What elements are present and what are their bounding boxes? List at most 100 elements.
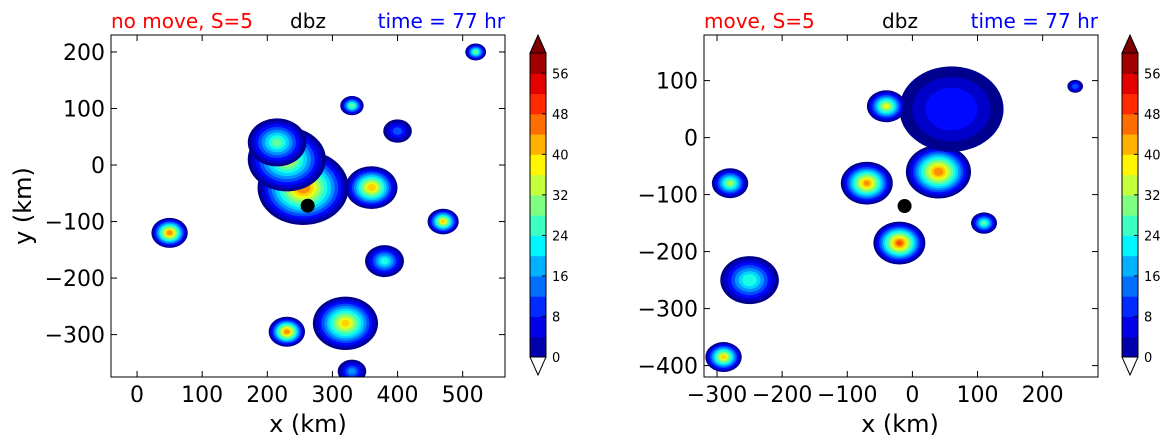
colorbar-tick-label: 40: [552, 148, 569, 163]
colorbar-band: [530, 134, 546, 155]
reflectivity-contour: [742, 274, 757, 287]
reflectivity-contour: [349, 103, 355, 108]
reflectivity-contour: [981, 221, 987, 226]
colorbar-band: [1122, 53, 1138, 74]
storm-center-marker: [897, 199, 912, 213]
x-tick-label: 500: [442, 383, 484, 408]
colorbar-frame: [1121, 52, 1139, 358]
colorbar-band: [1122, 154, 1138, 176]
reflectivity-contour: [367, 184, 376, 192]
colorbar-band: [1122, 113, 1138, 135]
reflectivity-contour: [271, 138, 283, 147]
colorbar-extend-max: [1121, 33, 1139, 54]
y-tick-label: 100: [63, 97, 105, 122]
reflectivity-contour: [1072, 83, 1079, 89]
x-tick-label: −100: [817, 383, 877, 408]
colorbar-band: [1122, 296, 1138, 317]
x-tick-label: 100: [957, 383, 999, 408]
reflectivity-contour: [727, 180, 733, 186]
colorbar-tick-label: 56: [1144, 67, 1161, 82]
reflectivity-contour: [348, 368, 356, 375]
reflectivity-contour: [896, 240, 903, 246]
x-axis-label: x (km): [269, 410, 347, 438]
y-axis-label: y (km): [9, 167, 37, 245]
colorbar-band: [530, 255, 546, 277]
left-panel: no move, S=5 dbz time = 77 hr 0 100 200 300…: [9, 9, 569, 438]
colorbar-band: [530, 93, 546, 115]
reflectivity-contour: [284, 329, 290, 335]
colorbar-band: [530, 194, 546, 216]
reflectivity-contour: [473, 50, 478, 54]
colorbar-tick-label: 32: [552, 189, 569, 204]
colorbar-band: [530, 275, 546, 297]
right-panel: move, S=5 dbz time = 77 hr −300 −200 −100 0…: [638, 9, 1161, 438]
plot-frame: [110, 34, 506, 378]
reflectivity-contour: [380, 257, 389, 265]
colorbar-band: [530, 53, 546, 74]
y-tick-label: 0: [91, 154, 105, 179]
colorbar-tick-label: 24: [552, 229, 569, 244]
y-tick-label: −200: [45, 267, 105, 292]
y-tick-label: 200: [63, 41, 105, 66]
y-tick-label: −100: [45, 211, 105, 236]
panel-title-right: time = 77 hr: [971, 9, 1099, 33]
colorbar-tick-label: 0: [1144, 351, 1152, 366]
reflectivity-contour: [925, 87, 978, 131]
x-ticks: −300 −200 −100 0 100 200: [687, 35, 1064, 408]
colorbar-band: [1122, 275, 1138, 297]
colorbar-tick-label: 0: [552, 351, 560, 366]
x-axis-label: x (km): [861, 410, 939, 438]
x-tick-label: 0: [130, 383, 144, 408]
plot-frame: [703, 34, 1099, 378]
x-tick-label: −300: [687, 383, 747, 408]
y-tick-label: −400: [638, 355, 698, 380]
x-tick-label: 400: [377, 383, 419, 408]
x-tick-label: 0: [905, 383, 919, 408]
colorbar-band: [1122, 316, 1138, 338]
colorbar-band: [1122, 93, 1138, 115]
y-ticks: 100 0 −100 −200 −300 −400: [638, 70, 1098, 380]
x-tick-label: 300: [311, 383, 353, 408]
colorbar-band: [530, 215, 546, 236]
colorbar-band: [1122, 134, 1138, 155]
colorbar-band: [1122, 336, 1138, 358]
colorbar-band: [530, 316, 546, 338]
x-tick-label: 100: [181, 383, 223, 408]
heatmap-field: [151, 43, 487, 377]
colorbar: 0 8 16 24 32 40 48 56: [1121, 33, 1161, 377]
colorbar-band: [1122, 235, 1138, 257]
panel-title-left: no move, S=5: [111, 9, 253, 33]
reflectivity-contour: [863, 180, 870, 186]
panel-title-center: dbz: [882, 9, 918, 33]
colorbar-band: [1122, 73, 1138, 95]
y-tick-label: −200: [638, 241, 698, 266]
y-ticks: 200 100 0 −100 −200 −300: [45, 41, 505, 349]
reflectivity-contour: [341, 319, 350, 327]
colorbar-tick-label: 48: [552, 108, 569, 123]
heatmap-field: [705, 66, 1084, 373]
colorbar-extend-min: [529, 356, 547, 377]
colorbar-tick-label: 16: [1144, 270, 1161, 285]
colorbar-tick-label: 16: [552, 270, 569, 285]
x-tick-label: 200: [246, 383, 288, 408]
colorbar-tick-label: 32: [1144, 189, 1161, 204]
colorbar-tick-label: 48: [1144, 108, 1161, 123]
colorbar-frame: [529, 52, 547, 358]
colorbar-band: [530, 336, 546, 358]
colorbar-band: [1122, 255, 1138, 277]
colorbar-band: [530, 154, 546, 176]
colorbar-extend-min: [1121, 356, 1139, 377]
storm-center-marker: [300, 198, 315, 213]
colorbar-tick-label: 40: [1144, 148, 1161, 163]
colorbar-tick-label: 8: [1144, 310, 1152, 325]
y-tick-label: 0: [684, 127, 698, 152]
reflectivity-contour: [441, 219, 446, 224]
colorbar-band: [1122, 194, 1138, 216]
y-tick-label: 100: [656, 70, 698, 95]
reflectivity-contour: [883, 103, 890, 109]
colorbar-band: [530, 296, 546, 317]
reflectivity-contour: [721, 355, 726, 360]
colorbar-band: [530, 113, 546, 135]
y-tick-label: −100: [638, 184, 698, 209]
